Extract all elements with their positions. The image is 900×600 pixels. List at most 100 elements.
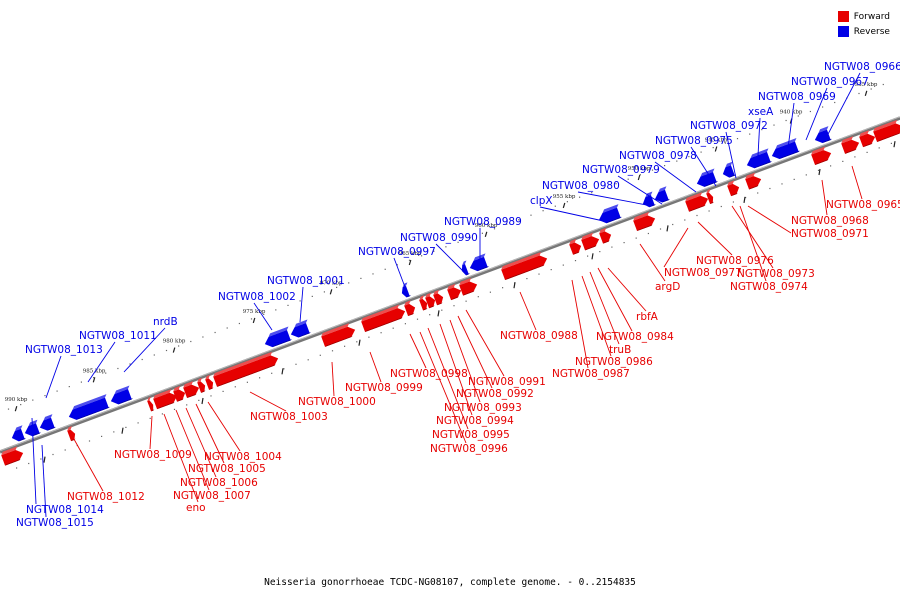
- reverse-gene[interactable]: [696, 168, 718, 187]
- reverse-gene[interactable]: [39, 414, 56, 431]
- label-fwd-ngtw08-1000: NGTW08_1000: [298, 396, 376, 408]
- reverse-gene[interactable]: [68, 394, 110, 420]
- scale-dot: [453, 305, 455, 307]
- scale-dot: [676, 160, 678, 162]
- gene-bottom-edge: [466, 273, 470, 276]
- label-fwd-ngtw08-0996: NGTW08_0996: [430, 443, 508, 455]
- reverse-gene[interactable]: [469, 253, 489, 272]
- reverse-gene[interactable]: [110, 385, 133, 405]
- scale-dot: [785, 119, 787, 122]
- scale-dot: [336, 286, 338, 288]
- gene-face: [213, 355, 279, 387]
- forward-gene[interactable]: [859, 130, 876, 148]
- forward-gene[interactable]: [873, 119, 900, 142]
- leader-line: [739, 205, 767, 282]
- scale-dot: [720, 205, 722, 208]
- scale-dot: [530, 214, 532, 216]
- scale-dot: [890, 142, 892, 144]
- forward-gene[interactable]: [501, 251, 548, 281]
- gene-face: [433, 293, 444, 306]
- forward-gene[interactable]: [153, 389, 178, 410]
- scale-dots: [7, 83, 892, 469]
- gene-top-face: [213, 351, 273, 377]
- forward-gene[interactable]: [213, 351, 279, 387]
- reverse-gene[interactable]: [746, 148, 772, 169]
- leader-line: [805, 87, 828, 141]
- forward-gene[interactable]: [197, 377, 206, 393]
- forward-gene[interactable]: [569, 238, 582, 255]
- label-fwd-ngtw08-0987: NGTW08_0987: [552, 368, 630, 380]
- forward-gene[interactable]: [425, 292, 436, 309]
- gene-top-face: [473, 253, 486, 261]
- scale-dot: [809, 110, 811, 113]
- forward-gene[interactable]: [599, 227, 612, 244]
- forward-gene[interactable]: [706, 189, 714, 204]
- forward-gene[interactable]: [419, 295, 428, 311]
- forward-gene[interactable]: [811, 146, 832, 165]
- scale-dot: [68, 386, 70, 388]
- gene-bottom-edge: [18, 437, 26, 442]
- forward-gene[interactable]: [447, 283, 462, 301]
- scale-dot: [307, 359, 309, 361]
- label-rev-ngtw08-1013: NGTW08_1013: [25, 344, 103, 356]
- label-rev-ngtw08-0967: NGTW08_0967: [791, 76, 869, 88]
- gene-bottom-edge: [662, 198, 670, 203]
- scale-tick-lower: [281, 368, 284, 375]
- scale-dot: [56, 390, 58, 392]
- scale-dot: [384, 268, 386, 270]
- reverse-gene[interactable]: [598, 204, 622, 224]
- forward-gene[interactable]: [205, 374, 214, 390]
- gene-bottom-edge: [151, 409, 155, 412]
- reverse-gene[interactable]: [642, 191, 656, 208]
- forward-gene[interactable]: [321, 323, 356, 347]
- scale-dot: [404, 323, 406, 325]
- scale-dot: [319, 354, 321, 356]
- scale-dot: [623, 242, 625, 244]
- forward-gene[interactable]: [1, 446, 24, 466]
- leader-line: [690, 146, 717, 187]
- forward-gene[interactable]: [361, 304, 406, 332]
- forward-gene[interactable]: [173, 385, 186, 402]
- forward-gene[interactable]: [841, 136, 860, 154]
- reverse-gene[interactable]: [771, 138, 800, 160]
- forward-gene[interactable]: [433, 289, 444, 306]
- label-rev-clpx: clpX: [530, 195, 553, 207]
- forward-gene[interactable]: [404, 300, 416, 317]
- forward-gene[interactable]: [581, 232, 600, 251]
- reverse-gene[interactable]: [654, 186, 670, 203]
- gene-bottom-edge: [437, 302, 443, 306]
- leader-line: [427, 327, 469, 430]
- legend-item-forward: Forward: [837, 9, 890, 24]
- reverse-gene[interactable]: [461, 260, 470, 276]
- leader-line: [163, 413, 199, 503]
- label-fwd-rbfa: rbfA: [636, 311, 659, 323]
- forward-gene[interactable]: [459, 277, 478, 296]
- scale-dot: [805, 174, 807, 176]
- scale-dot: [271, 372, 273, 374]
- reverse-gene[interactable]: [290, 319, 311, 338]
- gene-bottom-edge: [325, 335, 353, 347]
- reverse-gene[interactable]: [264, 326, 292, 348]
- label-fwd-ngtw08-0998: NGTW08_0998: [390, 368, 468, 380]
- reverse-gene[interactable]: [814, 126, 832, 144]
- reverse-gene[interactable]: [722, 161, 736, 178]
- gene-face: [110, 389, 132, 405]
- gene-face: [425, 296, 436, 309]
- gene-bottom-edge: [5, 459, 21, 466]
- forward-gene[interactable]: [633, 211, 656, 232]
- gene-bottom-edge: [779, 150, 800, 160]
- scale-dot: [348, 282, 350, 284]
- gene-bottom-edge: [187, 393, 197, 399]
- forward-gene[interactable]: [685, 192, 709, 212]
- gene-top-face: [633, 211, 650, 221]
- forward-gene[interactable]: [745, 172, 762, 190]
- scale-dot: [773, 124, 775, 126]
- forward-gene[interactable]: [727, 180, 740, 197]
- forward-gene[interactable]: [183, 381, 200, 399]
- scale-dot: [331, 350, 334, 352]
- scale-dot: [198, 399, 200, 401]
- scale-dot: [526, 278, 528, 280]
- reverse-gene[interactable]: [11, 425, 26, 442]
- forward-gene[interactable]: [147, 396, 155, 412]
- gene-face: [419, 298, 428, 311]
